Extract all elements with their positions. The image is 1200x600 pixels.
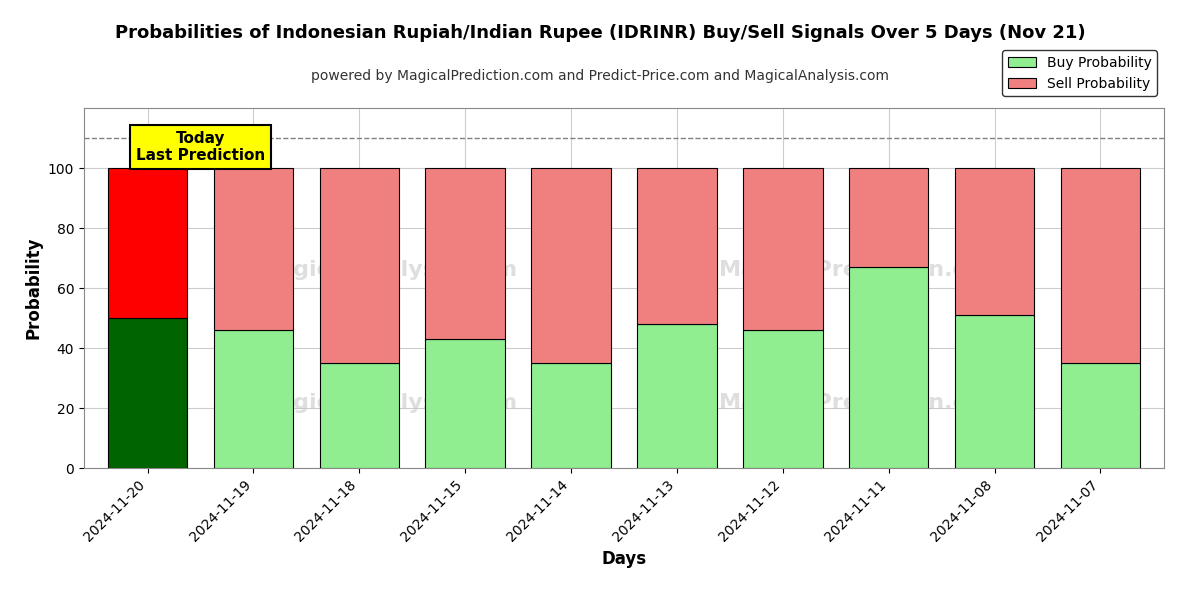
- Bar: [743, 168, 822, 330]
- Bar: [214, 330, 293, 468]
- Bar: [955, 315, 1034, 468]
- Bar: [637, 324, 716, 468]
- Bar: [532, 168, 611, 363]
- Bar: [1061, 363, 1140, 468]
- Bar: [319, 168, 400, 363]
- Bar: [319, 363, 400, 468]
- Bar: [532, 363, 611, 468]
- Bar: [214, 168, 293, 330]
- Bar: [743, 330, 822, 468]
- Bar: [426, 168, 505, 339]
- Text: powered by MagicalPrediction.com and Predict-Price.com and MagicalAnalysis.com: powered by MagicalPrediction.com and Pre…: [311, 69, 889, 83]
- Text: MagicalPrediction.com: MagicalPrediction.com: [719, 393, 1004, 413]
- Text: Probabilities of Indonesian Rupiah/Indian Rupee (IDRINR) Buy/Sell Signals Over 5: Probabilities of Indonesian Rupiah/India…: [115, 24, 1085, 42]
- Bar: [426, 339, 505, 468]
- Text: Today
Last Prediction: Today Last Prediction: [136, 131, 265, 163]
- X-axis label: Days: Days: [601, 550, 647, 568]
- Legend: Buy Probability, Sell Probability: Buy Probability, Sell Probability: [1002, 50, 1157, 96]
- Text: MagicalPrediction.com: MagicalPrediction.com: [719, 260, 1004, 280]
- Text: MagicalAnalysis.com: MagicalAnalysis.com: [256, 393, 517, 413]
- Y-axis label: Probability: Probability: [24, 237, 42, 339]
- Bar: [108, 168, 187, 318]
- Bar: [955, 168, 1034, 315]
- Bar: [108, 318, 187, 468]
- Text: MagicalAnalysis.com: MagicalAnalysis.com: [256, 260, 517, 280]
- Bar: [1061, 168, 1140, 363]
- Bar: [850, 168, 929, 267]
- Bar: [637, 168, 716, 324]
- Bar: [850, 267, 929, 468]
